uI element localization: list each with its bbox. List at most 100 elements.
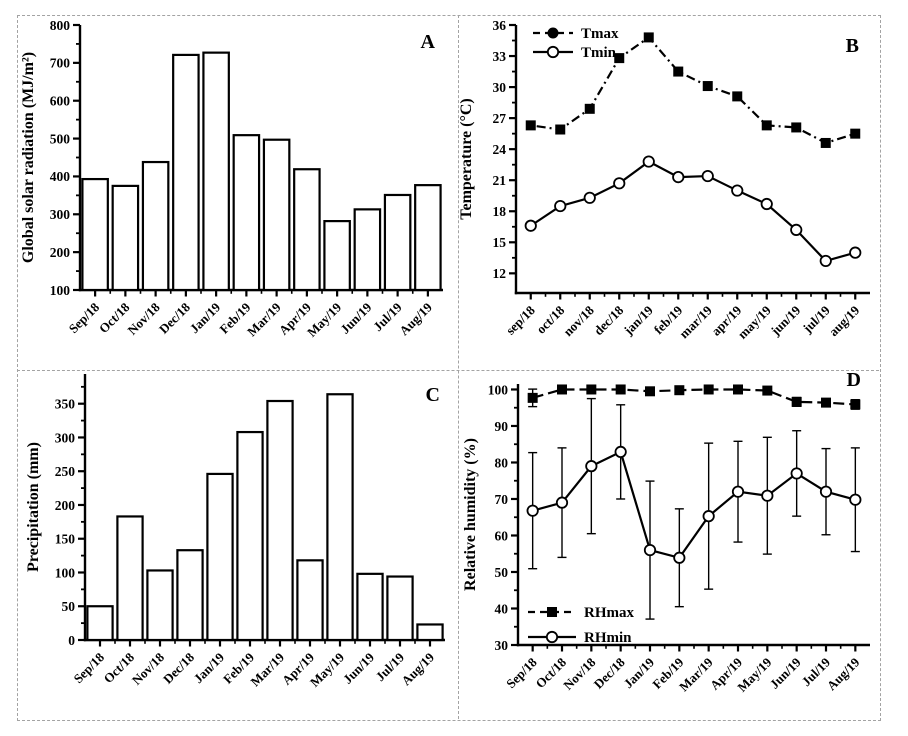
bar: [266, 399, 294, 642]
data-point-tmin: [701, 169, 714, 183]
bar: [293, 168, 321, 292]
bar: [323, 220, 351, 292]
data-point-tmin: [583, 191, 596, 204]
x-tick-label: Nov/18: [129, 649, 168, 688]
data-point-rhmin: [526, 504, 539, 517]
y-axis-title: Global solar radiation (MJ/m²): [20, 52, 37, 263]
y-tick-label: 100: [50, 283, 71, 298]
panel-a-solar-radiation-chart: 100 200 300 400 500 600 700 800 Sep/18 Oct/18 Nov/…: [17, 15, 458, 370]
x-tick-label: sep/18: [503, 302, 538, 337]
data-point-rhmin: [731, 485, 745, 498]
bar: [353, 208, 382, 292]
panel-c-plot: 050100150200250300350Sep/18Oct/18Nov/18D…: [25, 374, 445, 690]
legend-marker: [545, 630, 559, 644]
y-tick-label: 24: [493, 142, 507, 157]
bar: [236, 430, 264, 642]
data-point-tmin: [613, 177, 626, 190]
data-point-rhmin: [555, 496, 569, 509]
series-line-rhmin: [532, 450, 856, 560]
x-tick-label: Sep/18: [70, 649, 107, 686]
y-tick-label: 80: [495, 455, 509, 470]
data-point-tmax: [732, 91, 743, 102]
bar: [202, 51, 230, 292]
y-tick-label: 33: [493, 49, 507, 64]
y-axis-title: Precipitation (mm): [25, 442, 42, 572]
legend-marker: [546, 45, 560, 59]
panel-a-plot: 100200300400500600700800Sep/18Oct/18Nov/…: [20, 18, 443, 340]
y-tick-label: 200: [55, 498, 76, 513]
data-point-tmax: [820, 137, 831, 148]
y-axis-title: Temperature (°C): [458, 98, 475, 219]
y-tick-label: 0: [68, 633, 75, 648]
panel-letter: C: [426, 384, 440, 406]
y-tick-label: 300: [55, 430, 76, 445]
data-point-tmax: [850, 128, 861, 139]
data-point-rhmax: [850, 399, 861, 410]
data-point-tmin: [524, 219, 537, 232]
x-tick-label: Sep/18: [503, 654, 540, 691]
y-tick-label: 800: [50, 18, 71, 33]
bar: [146, 569, 174, 642]
bar: [86, 605, 114, 642]
panel-letter: A: [421, 31, 436, 53]
data-point-tmin: [790, 223, 803, 236]
x-tick-label: dec/18: [591, 302, 627, 338]
data-point-rhmax: [645, 386, 655, 397]
data-point-rhmin: [790, 467, 803, 480]
x-tick-label: Aug/19: [398, 649, 437, 688]
x-tick-label: Dec/18: [591, 654, 629, 692]
bar: [383, 193, 412, 292]
panel-c-precipitation-chart: 0 50 100 150 200 250 300 350 Sep/18 Oct/18 Nov/18 D…: [17, 370, 458, 720]
panel-b-temperature-chart: 12 15 18 21 24 27 30 33 36 sep/18 oct/18 nov/18 dec/…: [458, 15, 880, 370]
y-tick-label: 18: [493, 204, 507, 219]
x-tick-label: mar/19: [676, 302, 715, 341]
y-tick-label: 50: [495, 565, 509, 580]
y-tick-label: 400: [50, 169, 71, 184]
x-tick-label: jan/19: [620, 302, 656, 338]
data-point-rhmax: [703, 384, 714, 395]
y-tick-label: 150: [55, 532, 76, 547]
data-point-tmax: [673, 66, 684, 77]
data-point-tmax: [643, 32, 654, 43]
y-tick-label: 100: [55, 565, 76, 580]
series-line-tmax: [530, 35, 856, 145]
data-point-tmax: [702, 81, 713, 92]
y-tick-label: 15: [493, 235, 507, 250]
data-point-rhmax: [586, 384, 597, 395]
bar: [262, 138, 291, 292]
data-point-tmin: [849, 246, 862, 259]
y-tick-label: 21: [493, 173, 507, 188]
bar: [111, 184, 140, 292]
bar: [206, 472, 234, 642]
data-point-rhmin: [849, 493, 862, 506]
x-tick-label: May/19: [304, 299, 345, 340]
y-tick-label: 50: [62, 599, 76, 614]
x-tick-label: jun/19: [767, 302, 804, 339]
x-tick-label: Mar/19: [247, 649, 287, 689]
y-axis-title: Relative humidity (%): [462, 438, 479, 591]
y-tick-label: 40: [495, 601, 509, 616]
y-tick-label: 70: [495, 492, 509, 507]
legend-label: Tmin: [581, 45, 617, 61]
data-point-rhmin: [761, 489, 774, 502]
bar: [232, 134, 261, 292]
data-point-tmax: [614, 53, 625, 64]
legend-label: Tmax: [581, 26, 619, 42]
data-point-tmax: [525, 120, 536, 131]
y-tick-label: 27: [493, 111, 507, 126]
bar: [414, 184, 442, 292]
x-tick-label: Nov/18: [125, 299, 164, 338]
y-tick-label: 250: [55, 464, 76, 479]
data-point-rhmax: [557, 384, 567, 395]
y-tick-label: 200: [50, 245, 71, 260]
y-tick-label: 30: [493, 80, 507, 95]
data-point-tmin: [731, 184, 744, 197]
series-line-rhmax: [532, 388, 856, 406]
x-tick-label: May/19: [734, 654, 775, 695]
y-tick-label: 500: [50, 131, 71, 146]
x-tick-label: May/19: [307, 649, 348, 690]
bar: [416, 623, 444, 642]
bar: [172, 53, 200, 292]
legend-marker: [547, 27, 559, 39]
